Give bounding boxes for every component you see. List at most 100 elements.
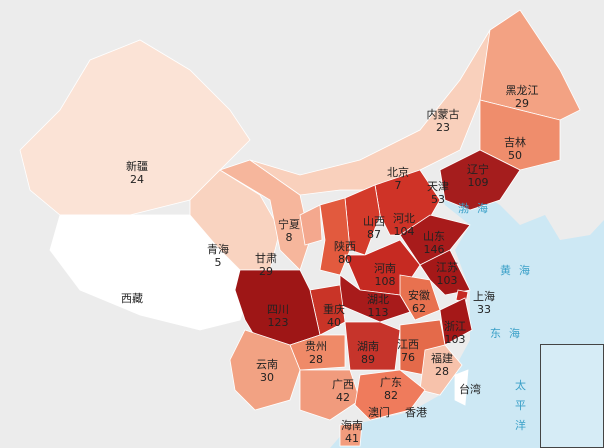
province-name: 辽宁	[467, 163, 489, 176]
province-name: 香港	[405, 406, 427, 419]
province-value: 42	[336, 391, 350, 404]
province-label: 西藏	[121, 292, 143, 305]
province-value: 87	[367, 228, 381, 241]
sea-label: 渤海	[458, 202, 496, 215]
south-china-sea-inset	[540, 344, 604, 448]
province-label: 江西 76	[397, 338, 419, 364]
province-label: 安徽 62	[408, 289, 430, 315]
province-label: 广西 42	[332, 378, 354, 404]
province-name: 河北	[393, 212, 415, 225]
province-label: 北京 7	[387, 166, 409, 192]
province-name: 广东	[380, 376, 402, 389]
province-value: 28	[435, 365, 449, 378]
province-value: 109	[467, 176, 489, 189]
province-label: 香港	[405, 406, 427, 419]
province-label: 吉林 50	[504, 136, 526, 162]
province-name: 新疆	[126, 160, 148, 173]
province-value: 29	[259, 265, 273, 278]
province-label: 上海 33	[473, 290, 495, 316]
province-name: 青海	[207, 243, 229, 256]
province-label: 宁夏 8	[278, 218, 300, 244]
province-value: 108	[374, 275, 396, 288]
province-name: 内蒙古	[426, 108, 460, 121]
province-5[interactable]	[299, 204, 323, 246]
province-label: 山东 146	[423, 230, 445, 256]
province-value: 82	[384, 389, 398, 402]
province-31[interactable]	[339, 422, 363, 447]
province-32[interactable]	[454, 369, 469, 406]
province-20[interactable]	[439, 297, 473, 346]
province-label: 广东 82	[380, 376, 402, 402]
province-25[interactable]	[229, 329, 301, 411]
province-name: 云南	[256, 358, 278, 371]
province-label: 内蒙古 23	[427, 108, 460, 134]
province-name: 广西	[332, 378, 354, 391]
province-label: 贵州 28	[305, 340, 327, 366]
provinces-layer	[19, 9, 581, 447]
province-value: 113	[367, 306, 389, 319]
province-name: 黑龙江	[505, 84, 539, 97]
province-name: 安徽	[408, 289, 430, 302]
province-28[interactable]	[419, 344, 463, 396]
province-label: 山西 87	[363, 215, 385, 241]
province-value: 104	[393, 225, 415, 238]
province-value: 41	[345, 432, 359, 445]
province-label: 河北 104	[393, 212, 415, 238]
province-label: 新疆 24	[126, 160, 148, 186]
province-value: 146	[423, 243, 445, 256]
province-value: 89	[361, 353, 375, 366]
province-label: 江苏 103	[436, 261, 458, 287]
province-label: 天津 53	[427, 180, 449, 206]
province-9[interactable]	[439, 149, 521, 211]
province-name: 澳门	[368, 406, 390, 419]
province-name: 甘肃	[255, 252, 277, 265]
province-name: 浙江	[444, 320, 466, 333]
province-label: 台湾	[459, 383, 481, 396]
province-value: 103	[436, 274, 458, 287]
province-name: 四川	[267, 303, 289, 316]
province-value: 5	[214, 256, 222, 269]
province-label: 四川 123	[267, 303, 289, 329]
province-value: 24	[130, 173, 144, 186]
province-name: 吉林	[504, 136, 526, 149]
province-label: 浙江 103	[444, 320, 466, 346]
province-name: 福建	[431, 352, 453, 365]
province-name: 上海	[473, 290, 495, 303]
province-label: 海南 41	[341, 419, 363, 445]
province-name: 海南	[341, 419, 363, 432]
province-2[interactable]	[49, 214, 251, 331]
province-name: 北京	[387, 166, 409, 179]
province-29[interactable]	[299, 369, 361, 421]
province-name: 湖南	[357, 340, 379, 353]
province-name: 江西	[397, 338, 419, 351]
province-value: 53	[431, 193, 445, 206]
province-label: 澳门	[368, 406, 390, 419]
province-name: 宁夏	[278, 218, 300, 231]
province-label: 陕西 80	[334, 240, 356, 266]
province-label: 黑龙江 29	[506, 84, 539, 110]
province-value: 28	[309, 353, 323, 366]
province-value: 7	[394, 179, 402, 192]
province-value: 76	[401, 351, 415, 364]
province-label: 辽宁 109	[467, 163, 489, 189]
province-name: 山西	[363, 215, 385, 228]
province-name: 山东	[423, 230, 445, 243]
province-value: 123	[267, 316, 289, 329]
province-label: 云南 30	[256, 358, 278, 384]
province-label: 河南 108	[374, 262, 396, 288]
province-value: 62	[412, 302, 426, 315]
province-value: 33	[477, 303, 491, 316]
province-18[interactable]	[399, 274, 441, 321]
province-value: 30	[260, 371, 274, 384]
province-label: 福建 28	[431, 352, 453, 378]
province-value: 80	[338, 253, 352, 266]
sea-label: 东海	[490, 327, 528, 340]
province-value: 40	[327, 316, 341, 329]
province-15[interactable]	[399, 214, 471, 266]
province-name: 西藏	[121, 292, 143, 305]
province-30[interactable]	[354, 369, 426, 421]
province-26[interactable]	[344, 321, 401, 371]
province-label: 湖南 89	[357, 340, 379, 366]
province-name: 天津	[427, 180, 449, 193]
